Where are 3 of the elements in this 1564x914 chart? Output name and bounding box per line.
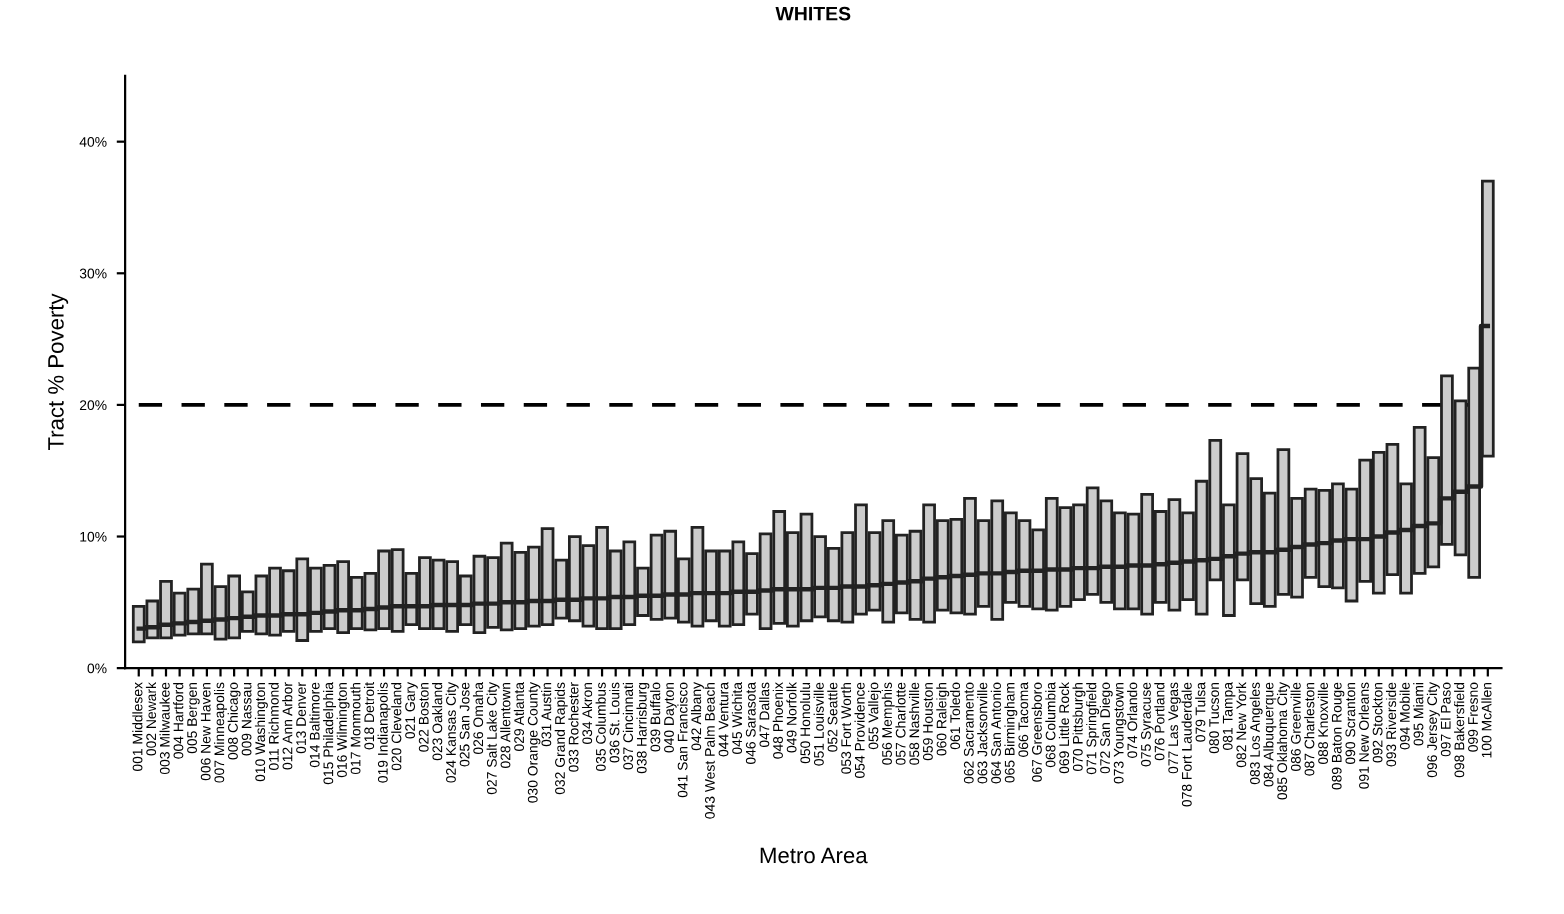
y-axis-title: Tract % Poverty (48, 293, 69, 451)
x-axis-title: Metro Area (760, 847, 868, 864)
chart-title: WHITES (775, 6, 851, 21)
